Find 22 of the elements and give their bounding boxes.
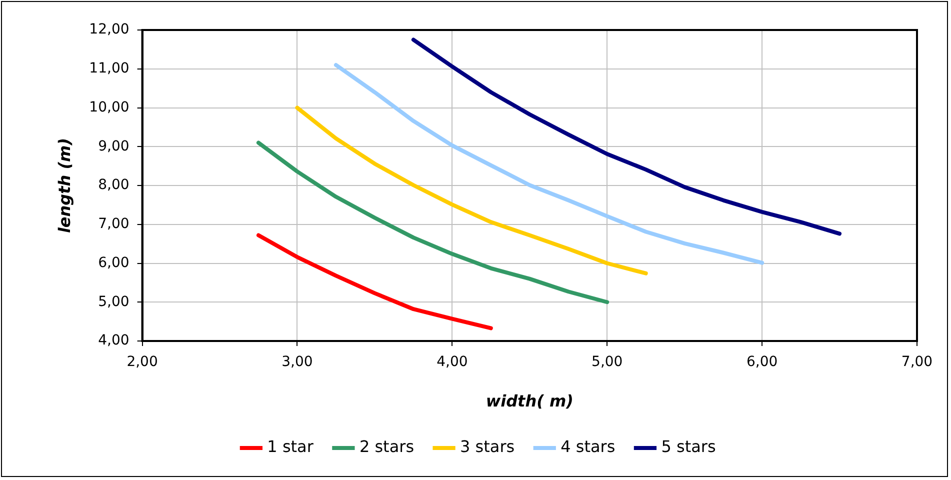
legend-label: 5 stars (661, 437, 716, 456)
y-tick-label: 12,00 (89, 22, 130, 38)
legend-label: 2 stars (359, 437, 414, 456)
y-axis-title: length (m) (54, 138, 74, 234)
x-tick-label: 5,00 (592, 354, 623, 370)
x-tick-label: 3,00 (282, 354, 313, 370)
legend-label: 3 stars (460, 437, 515, 456)
legend-label: 1 star (267, 437, 314, 456)
x-tick-label: 2,00 (126, 354, 158, 370)
y-tick-label: 11,00 (89, 60, 130, 77)
y-tick-label: 8,00 (98, 177, 130, 194)
y-tick-label: 9,00 (98, 138, 130, 154)
y-tick-label: 10,00 (89, 99, 130, 116)
y-tick-label: 7,00 (98, 216, 130, 232)
y-tick-label: 4,00 (98, 332, 130, 349)
x-axis-title: width( m) (486, 392, 574, 411)
x-tick-label: 7,00 (901, 354, 933, 370)
x-tick-label: 4,00 (436, 354, 468, 370)
x-tick-label: 6,00 (746, 354, 778, 370)
y-tick-label: 6,00 (98, 254, 130, 271)
legend-label: 4 stars (560, 437, 616, 456)
y-tick-label: 5,00 (98, 294, 130, 310)
